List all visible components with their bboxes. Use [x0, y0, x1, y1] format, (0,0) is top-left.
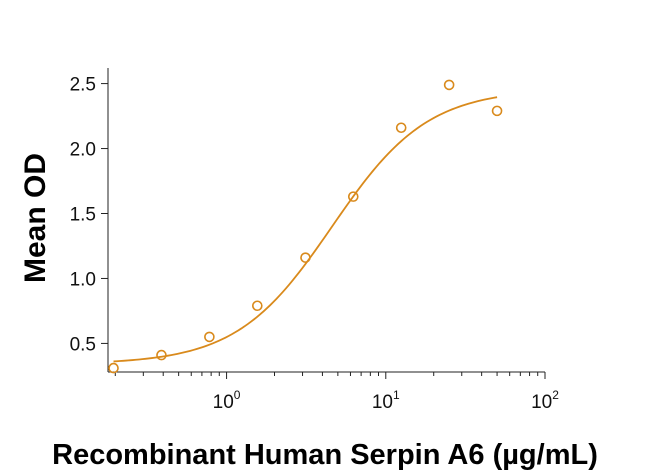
- x-tick-label: 101: [372, 388, 400, 413]
- y-axis-title: Mean OD: [19, 153, 52, 283]
- y-tick-label: 1.5: [70, 205, 96, 226]
- x-tick-base: 10: [213, 392, 234, 413]
- data-point: [252, 300, 263, 312]
- y-axis-ticks: 0.5 1.0 1.5 2.0 2.5: [70, 75, 108, 355]
- data-point: [395, 122, 407, 134]
- x-tick-base: 10: [531, 392, 552, 413]
- data-point: [300, 252, 311, 263]
- x-tick-base: 10: [372, 392, 393, 413]
- x-axis-title: Recombinant Human Serpin A6 (µg/mL): [52, 439, 598, 471]
- x-tick-label: 102: [531, 388, 559, 413]
- y-tick-label: 2.0: [70, 140, 96, 161]
- data-points: [108, 79, 503, 374]
- x-tick-exponent: 0: [234, 388, 241, 402]
- fit-curve: [113, 96, 498, 363]
- x-axis-ticks: 100 101 102: [114, 372, 559, 413]
- data-point: [108, 362, 119, 374]
- data-point: [156, 349, 167, 361]
- axes: [107, 68, 545, 373]
- x-tick-exponent: 1: [393, 388, 400, 402]
- data-point: [204, 331, 215, 343]
- x-tick-exponent: 2: [552, 388, 559, 402]
- y-tick-label: 0.5: [70, 334, 96, 355]
- data-point: [491, 105, 503, 117]
- x-tick-label: 100: [213, 388, 241, 413]
- data-point: [347, 191, 359, 202]
- y-tick-label: 1.0: [70, 269, 96, 290]
- y-tick-label: 2.5: [70, 75, 96, 96]
- data-point: [443, 79, 455, 91]
